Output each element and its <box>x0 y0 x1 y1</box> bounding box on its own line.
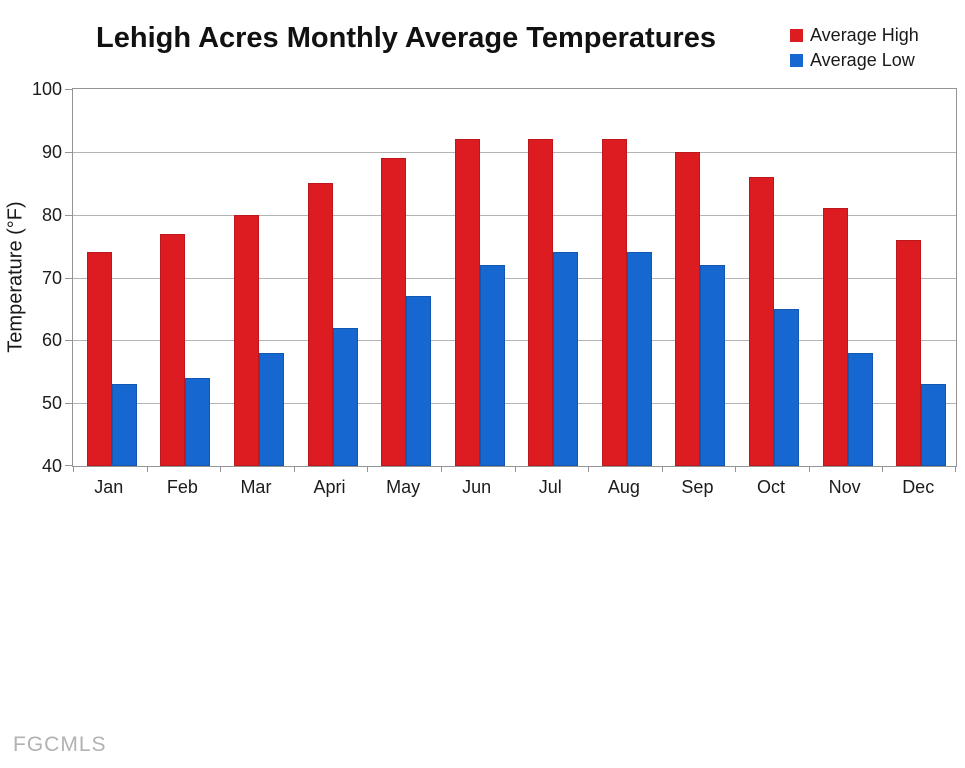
x-category-label-sep: Sep <box>681 477 714 497</box>
bar-average-high-dec <box>896 239 922 466</box>
x-category-label-may: May <box>386 477 421 497</box>
y-tick-mark-80 <box>65 214 72 216</box>
x-category-label-apri: Apri <box>313 477 346 497</box>
x-category-label-aug: Aug <box>607 477 640 497</box>
x-category-label-feb: Feb <box>166 477 198 497</box>
y-tick-label-60: 60 <box>41 330 62 351</box>
chart-title: Lehigh Acres Monthly Average Temperature… <box>96 22 716 54</box>
x-tick-mark-8 <box>661 466 663 472</box>
x-tick-mark-11 <box>882 466 884 472</box>
gridline-80 <box>73 214 956 216</box>
x-tick-mark-9 <box>735 466 737 472</box>
legend-label-high: Average High <box>810 25 919 45</box>
bar-average-low-jul <box>553 252 579 466</box>
legend-swatch-low-icon <box>790 54 803 67</box>
gridline-50 <box>73 403 956 405</box>
gridline-60 <box>73 340 956 342</box>
x-category-label-jul: Jul <box>538 477 562 497</box>
bar-average-high-feb <box>160 233 186 466</box>
legend-swatch-high-icon <box>790 29 803 42</box>
y-tick-mark-70 <box>65 277 72 279</box>
gridline-90 <box>73 151 956 153</box>
gridline-70 <box>73 277 956 279</box>
bar-average-high-apri <box>307 183 333 466</box>
bar-average-low-jun <box>479 264 505 466</box>
x-category-label-mar: Mar <box>240 477 272 497</box>
x-category-label-jan: Jan <box>94 477 124 497</box>
bar-average-high-oct <box>749 176 775 466</box>
y-tick-mark-40 <box>65 465 72 466</box>
bar-average-low-may <box>406 296 432 466</box>
x-tick-mark-12 <box>955 466 956 472</box>
x-tick-mark-4 <box>367 466 369 472</box>
bar-average-high-mar <box>233 214 259 466</box>
bar-average-low-jan <box>111 384 137 466</box>
legend-label-low: Average Low <box>810 50 915 70</box>
bar-average-high-aug <box>601 139 627 466</box>
bar-average-low-sep <box>700 264 726 466</box>
bar-average-low-oct <box>774 308 800 466</box>
y-tick-mark-100 <box>65 89 72 90</box>
y-tick-label-90: 90 <box>41 141 62 162</box>
bar-average-high-sep <box>675 151 701 466</box>
y-tick-label-70: 70 <box>41 267 62 288</box>
x-axis-labels: Jan Feb Mar Apri May Jun Jul Aug Sep Oct Nov Dec <box>72 477 957 503</box>
y-axis-tick-labels: 40 50 60 70 80 90 100 <box>0 79 62 476</box>
bar-average-low-aug <box>626 252 652 466</box>
x-tick-mark-7 <box>588 466 590 472</box>
y-tick-mark-90 <box>65 151 72 153</box>
x-tick-mark-6 <box>514 466 516 472</box>
bar-average-low-mar <box>258 352 284 466</box>
x-category-label-jun: Jun <box>462 477 492 497</box>
plot-area <box>65 88 957 472</box>
bar-average-low-apri <box>332 327 358 466</box>
x-tick-mark-5 <box>440 466 442 472</box>
y-tick-label-40: 40 <box>41 456 62 476</box>
bar-average-high-jan <box>86 252 112 466</box>
x-tick-mark-1 <box>146 466 148 472</box>
x-tick-mark-2 <box>220 466 222 472</box>
y-tick-label-80: 80 <box>41 204 62 225</box>
y-tick-mark-50 <box>65 403 72 405</box>
watermark: FGCMLS <box>13 733 107 756</box>
bar-average-high-nov <box>822 208 848 466</box>
y-tick-mark-60 <box>65 340 72 342</box>
legend: Average High Average Low <box>790 23 919 73</box>
x-tick-mark-0 <box>73 466 74 472</box>
x-tick-mark-3 <box>293 466 295 472</box>
x-tick-mark-10 <box>808 466 810 472</box>
y-tick-label-100: 100 <box>31 79 62 99</box>
legend-item-average-low: Average Low <box>790 48 919 73</box>
y-tick-label-50: 50 <box>41 393 62 414</box>
x-category-label-oct: Oct <box>757 477 786 497</box>
bar-average-high-jul <box>528 139 554 466</box>
bar-average-low-feb <box>185 378 211 466</box>
legend-item-average-high: Average High <box>790 23 919 48</box>
bar-average-high-may <box>381 158 407 466</box>
bar-average-high-jun <box>454 139 480 466</box>
x-category-label-nov: Nov <box>828 477 861 497</box>
bar-average-low-nov <box>847 352 873 466</box>
x-category-label-dec: Dec <box>902 477 935 497</box>
bar-average-low-dec <box>921 384 947 466</box>
